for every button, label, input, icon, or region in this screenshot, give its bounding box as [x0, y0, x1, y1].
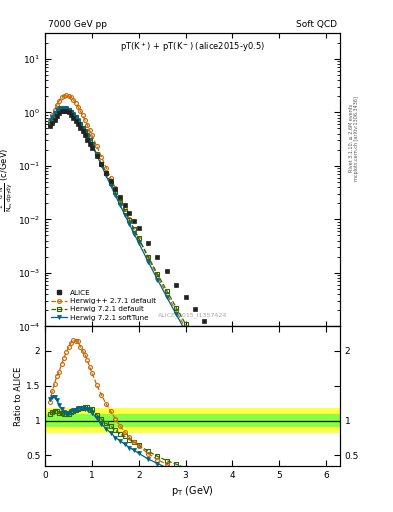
Text: ALICE_2015_I1357424: ALICE_2015_I1357424 — [158, 312, 227, 317]
Text: Rivet 3.1.10, ≥ 2.6M events: Rivet 3.1.10, ≥ 2.6M events — [349, 104, 353, 173]
Text: Soft QCD: Soft QCD — [296, 20, 337, 29]
X-axis label: p$_\mathregular{T}$ (GeV): p$_\mathregular{T}$ (GeV) — [171, 484, 214, 498]
Y-axis label: Ratio to ALICE: Ratio to ALICE — [14, 367, 23, 426]
Y-axis label: $\mathregular{\frac{1}{N_{ev}}\frac{d^2N}{dp_Tdy}}$ (c/GeV): $\mathregular{\frac{1}{N_{ev}}\frac{d^2N… — [0, 147, 15, 212]
Text: 7000 GeV pp: 7000 GeV pp — [48, 20, 107, 29]
Legend: ALICE, Herwig++ 2.7.1 default, Herwig 7.2.1 default, Herwig 7.2.1 softTune: ALICE, Herwig++ 2.7.1 default, Herwig 7.… — [49, 288, 158, 323]
Text: mcplots.cern.ch [arXiv:1306.3436]: mcplots.cern.ch [arXiv:1306.3436] — [354, 96, 359, 181]
Text: pT(K$^+$) + pT(K$^-$) (alice2015-y0.5): pT(K$^+$) + pT(K$^-$) (alice2015-y0.5) — [120, 40, 265, 54]
